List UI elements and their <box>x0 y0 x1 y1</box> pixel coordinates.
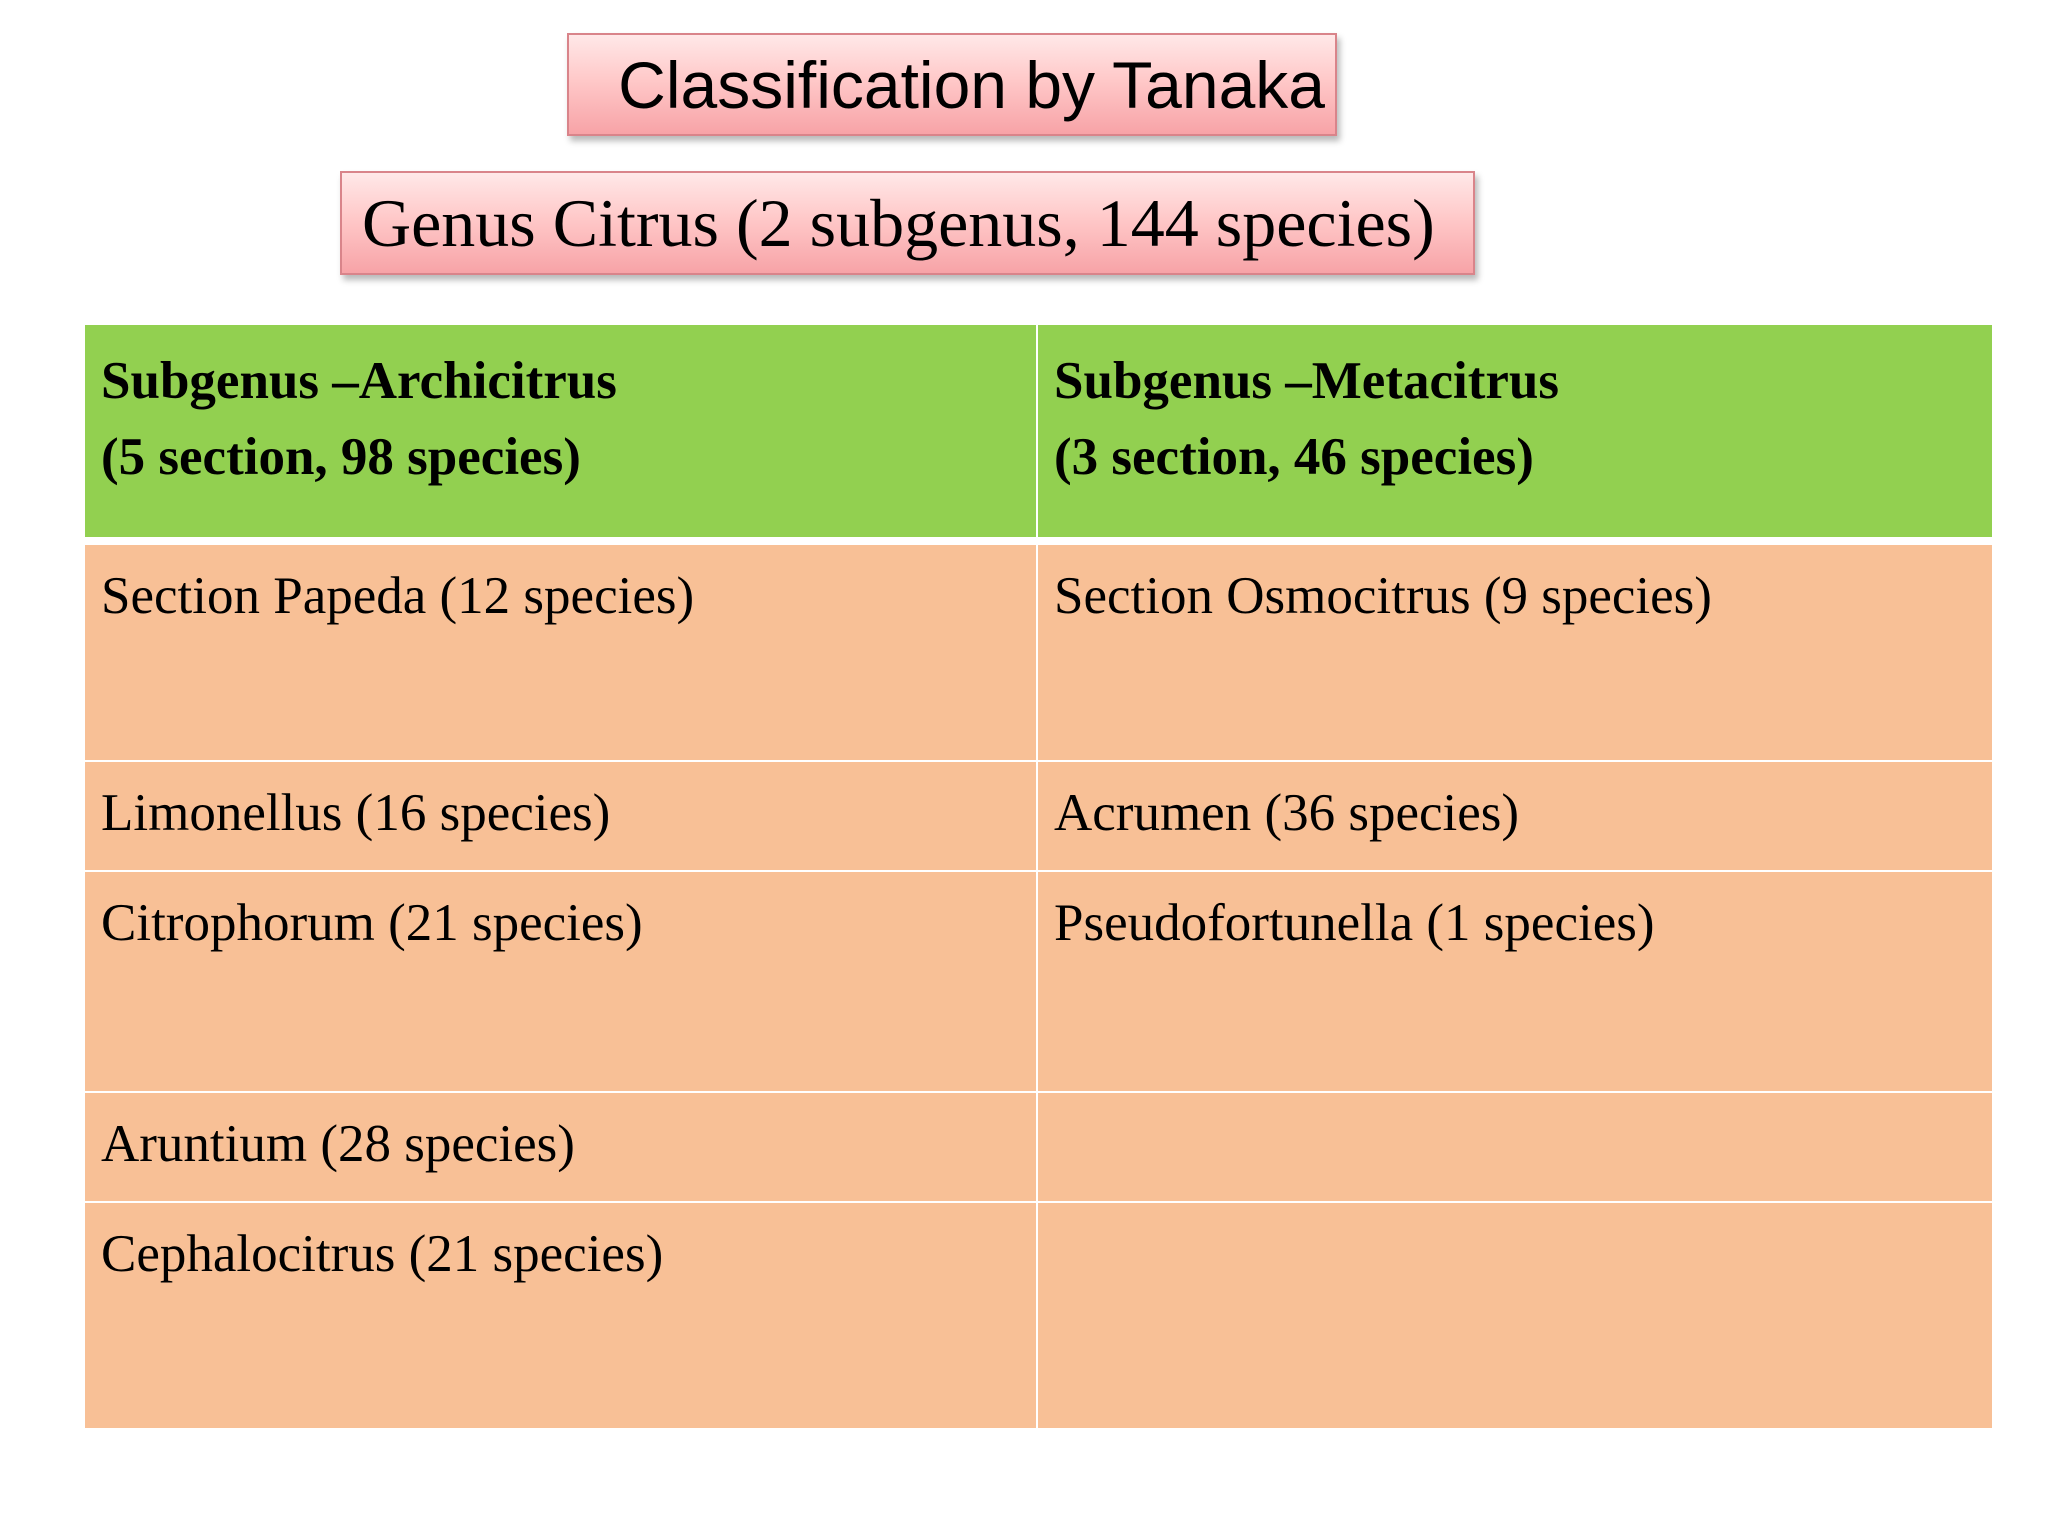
slide-subtitle: Genus Citrus (2 subgenus, 144 species) <box>362 185 1435 261</box>
table-cell: Cephalocitrus (21 species) <box>85 1203 1036 1428</box>
table-cell: Citrophorum (21 species) <box>85 872 1036 1091</box>
header-metacitrus-name: Subgenus –Metacitrus <box>1054 352 1560 410</box>
slide-title: Classification by Tanaka <box>618 47 1325 122</box>
table-cell <box>1038 1093 1992 1201</box>
table-cell: Section Osmocitrus (9 species) <box>1038 545 1992 760</box>
subtitle-box: Genus Citrus (2 subgenus, 144 species) <box>340 171 1475 275</box>
header-cell-metacitrus: Subgenus –Metacitrus (3 section, 46 spec… <box>1038 325 1992 537</box>
header-archicitrus-name: Subgenus –Archicitrus <box>101 352 617 410</box>
header-archicitrus-count: (5 section, 98 species) <box>101 428 581 486</box>
table-cell: Limonellus (16 species) <box>85 762 1036 870</box>
table-cell: Aruntium (28 species) <box>85 1093 1036 1201</box>
classification-table: Subgenus –Archicitrus (5 section, 98 spe… <box>85 325 1992 1428</box>
header-cell-archicitrus: Subgenus –Archicitrus (5 section, 98 spe… <box>85 325 1036 537</box>
table-cell: Pseudofortunella (1 species) <box>1038 872 1992 1091</box>
table-cell: Section Papeda (12 species) <box>85 545 1036 760</box>
title-box: Classification by Tanaka <box>567 33 1337 136</box>
table-cell <box>1038 1203 1992 1428</box>
table-cell: Acrumen (36 species) <box>1038 762 1992 870</box>
header-metacitrus-count: (3 section, 46 species) <box>1054 428 1534 486</box>
